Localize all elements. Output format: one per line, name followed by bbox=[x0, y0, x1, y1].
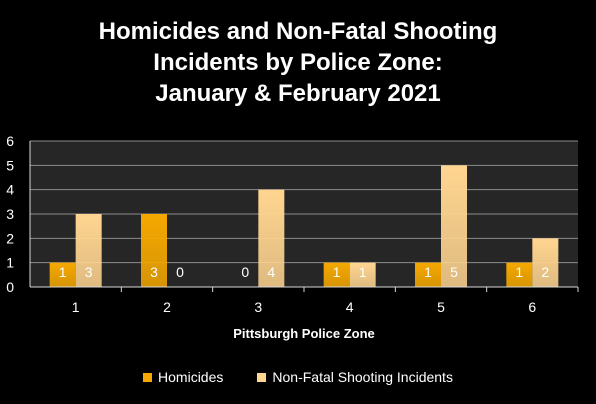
data-label: 0 bbox=[241, 264, 249, 280]
bar-homicides-zone-5 bbox=[415, 262, 441, 287]
bar-non-fatal-shooting-zone-3 bbox=[258, 189, 285, 287]
data-label: 3 bbox=[150, 264, 158, 280]
legend-label-non-fatal-shooting: Non-Fatal Shooting Incidents bbox=[272, 369, 453, 385]
x-tick-label: 3 bbox=[254, 299, 262, 315]
data-label: 1 bbox=[359, 264, 367, 280]
chart-title: Homicides and Non-Fatal Shooting Inciden… bbox=[0, 16, 596, 109]
chart-title-line-1: Homicides and Non-Fatal Shooting bbox=[98, 18, 498, 45]
legend: Homicides Non-Fatal Shooting Incidents bbox=[0, 369, 596, 385]
data-label: 4 bbox=[267, 264, 275, 280]
bar-homicides-zone-4 bbox=[323, 262, 350, 287]
x-tick-label: 5 bbox=[437, 299, 445, 315]
chart-title-line-3: January & February 2021 bbox=[155, 80, 441, 107]
chart-title-line-2: Incidents by Police Zone: bbox=[153, 49, 443, 76]
bar-homicides-zone-1 bbox=[49, 262, 76, 287]
x-tick-label: 6 bbox=[528, 299, 536, 315]
data-label: 1 bbox=[424, 264, 432, 280]
y-tick-label: 1 bbox=[6, 255, 14, 271]
legend-item-homicides: Homicides bbox=[143, 369, 223, 385]
x-tick-label: 4 bbox=[346, 299, 354, 315]
y-tick-label: 6 bbox=[6, 133, 14, 149]
y-tick-label: 3 bbox=[6, 206, 14, 222]
x-axis-title: Pittsburgh Police Zone bbox=[233, 326, 375, 341]
data-label: 5 bbox=[450, 264, 458, 280]
bar-non-fatal-shooting-zone-1 bbox=[75, 214, 102, 287]
data-label: 1 bbox=[333, 264, 341, 280]
y-tick-label: 0 bbox=[6, 279, 14, 295]
y-tick-label: 5 bbox=[6, 157, 14, 173]
bar-homicides-zone-6 bbox=[506, 262, 533, 287]
y-tick-label: 2 bbox=[6, 230, 14, 246]
legend-swatch-non-fatal-shooting bbox=[257, 372, 267, 382]
x-tick-label: 2 bbox=[163, 299, 171, 315]
bar-non-fatal-shooting-zone-6 bbox=[532, 238, 559, 287]
bar-homicides-zone-2 bbox=[141, 214, 167, 287]
legend-item-non-fatal-shooting: Non-Fatal Shooting Incidents bbox=[257, 369, 453, 385]
data-label: 1 bbox=[59, 264, 67, 280]
data-label: 0 bbox=[176, 264, 184, 280]
y-tick-label: 4 bbox=[6, 182, 14, 198]
bar-non-fatal-shooting-zone-5 bbox=[441, 165, 467, 287]
data-label: 2 bbox=[541, 264, 549, 280]
data-label: 3 bbox=[85, 264, 93, 280]
legend-swatch-homicides bbox=[143, 372, 153, 382]
data-label: 1 bbox=[515, 264, 523, 280]
x-tick-label: 1 bbox=[72, 299, 80, 315]
legend-label-homicides: Homicides bbox=[158, 369, 224, 385]
bar-non-fatal-shooting-zone-4 bbox=[349, 262, 376, 287]
